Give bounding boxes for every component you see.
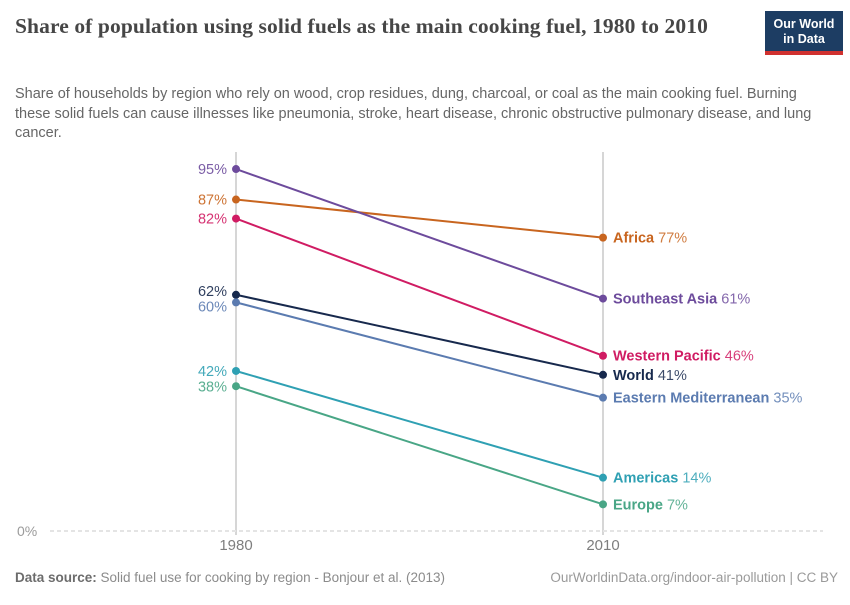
series-name-southeast-asia: Southeast Asia	[613, 292, 721, 308]
end-value-label-western-pacific: 46%	[725, 349, 754, 365]
chart-footer: Data source: Solid fuel use for cooking …	[15, 570, 838, 585]
series-name-europe: Europe	[613, 497, 667, 513]
series-dot-start-world[interactable]	[232, 290, 240, 299]
series-line-western-pacific[interactable]	[235, 217, 604, 357]
x-tick-1980: 1980	[219, 537, 252, 554]
series-label-europe[interactable]: Europe 7%	[613, 497, 688, 513]
series-dot-end-western-pacific[interactable]	[599, 351, 607, 360]
series-line-eastern-mediterranean[interactable]	[235, 301, 604, 399]
start-value-label-americas: 42%	[198, 364, 227, 380]
series-label-western-pacific[interactable]: Western Pacific 46%	[613, 349, 754, 365]
end-value-label-africa: 77%	[658, 231, 687, 247]
series-dot-end-europe[interactable]	[599, 500, 607, 509]
y-tick-zero: 0%	[17, 523, 37, 539]
series-dot-start-western-pacific[interactable]	[232, 214, 240, 223]
owid-logo[interactable]: Our World in Data	[765, 11, 843, 55]
start-value-label-southeast-asia: 95%	[198, 162, 227, 178]
series-name-americas: Americas	[613, 471, 682, 487]
series-dot-start-africa[interactable]	[232, 195, 240, 204]
series-label-southeast-asia[interactable]: Southeast Asia 61%	[613, 292, 750, 308]
series-label-americas[interactable]: Americas 14%	[613, 471, 711, 487]
series-dot-end-americas[interactable]	[599, 473, 607, 482]
series-line-africa[interactable]	[235, 198, 604, 239]
start-value-label-world: 62%	[198, 284, 227, 300]
series-line-southeast-asia[interactable]	[235, 168, 604, 300]
series-dot-start-southeast-asia[interactable]	[232, 165, 240, 174]
series-name-eastern-mediterranean: Eastern Mediterranean	[613, 391, 773, 407]
chart-subtitle: Share of households by region who rely o…	[15, 86, 812, 141]
series-line-americas[interactable]	[235, 370, 604, 479]
end-value-label-southeast-asia: 61%	[721, 292, 750, 308]
series-dot-end-eastern-mediterranean[interactable]	[599, 393, 607, 402]
series-dot-end-africa[interactable]	[599, 233, 607, 242]
series-name-western-pacific: Western Pacific	[613, 349, 725, 365]
start-value-label-western-pacific: 82%	[198, 212, 227, 228]
page-title: Share of population using solid fuels as…	[15, 14, 708, 38]
data-source-text: Solid fuel use for cooking by region - B…	[96, 570, 445, 585]
series-dot-end-southeast-asia[interactable]	[599, 294, 607, 303]
owid-logo-line2: in Data	[783, 32, 825, 46]
end-value-label-world: 41%	[658, 368, 687, 384]
series-name-africa: Africa	[613, 231, 658, 247]
series-name-world: World	[613, 368, 658, 384]
start-value-label-africa: 87%	[198, 193, 227, 209]
data-source: Data source: Solid fuel use for cooking …	[15, 570, 445, 585]
series-dot-end-world[interactable]	[599, 370, 607, 379]
series-label-eastern-mediterranean[interactable]: Eastern Mediterranean 35%	[613, 391, 803, 407]
attribution[interactable]: OurWorldinData.org/indoor-air-pollution …	[550, 570, 838, 585]
owid-logo-line1: Our World	[773, 17, 835, 31]
data-source-label: Data source:	[15, 570, 97, 585]
end-value-label-americas: 14%	[682, 471, 711, 487]
series-label-africa[interactable]: Africa 77%	[613, 231, 687, 247]
series-dot-start-eastern-mediterranean[interactable]	[232, 298, 240, 307]
series-dot-start-europe[interactable]	[232, 382, 240, 391]
x-tick-2010: 2010	[586, 537, 619, 554]
series-dot-start-americas[interactable]	[232, 366, 240, 375]
start-value-label-eastern-mediterranean: 60%	[198, 299, 227, 315]
start-value-label-europe: 38%	[198, 379, 227, 395]
series-line-world[interactable]	[235, 293, 604, 376]
series-line-europe[interactable]	[235, 385, 604, 506]
series-label-world[interactable]: World 41%	[613, 368, 687, 384]
end-value-label-europe: 7%	[667, 497, 688, 513]
end-value-label-eastern-mediterranean: 35%	[773, 391, 802, 407]
